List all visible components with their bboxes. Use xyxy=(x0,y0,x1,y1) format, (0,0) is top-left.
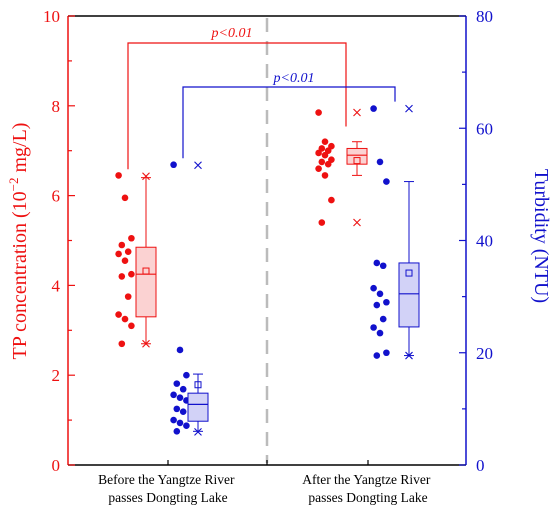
turbidity-group-1 xyxy=(370,104,420,360)
mean-marker xyxy=(353,157,361,165)
right-tick-label: 0 xyxy=(476,456,485,475)
data-point xyxy=(121,194,129,202)
data-point xyxy=(170,416,177,424)
data-point xyxy=(318,219,326,226)
iqr-box xyxy=(135,246,157,318)
data-point xyxy=(118,273,126,280)
left-tick-label: 10 xyxy=(43,7,60,26)
left-tick-label: 6 xyxy=(52,187,61,206)
p-value-label-tp: p<0.01 xyxy=(211,26,253,41)
data-point xyxy=(370,324,377,331)
data-point xyxy=(124,293,132,300)
iqr-box xyxy=(346,147,368,165)
data-point xyxy=(115,250,122,258)
data-point xyxy=(315,109,322,116)
left-axis-title: TP concentration (10−2 mg/L) xyxy=(6,123,31,360)
chart-marks xyxy=(115,104,420,436)
right-axis-title: Turbidity (NTU) xyxy=(530,169,550,303)
significance-bracket-tp xyxy=(127,42,347,170)
max-marker xyxy=(142,172,150,181)
data-point xyxy=(183,422,190,430)
data-point xyxy=(176,346,184,354)
right-tick-label: 80 xyxy=(476,7,493,26)
data-point xyxy=(321,138,329,146)
data-point xyxy=(176,394,184,401)
right-axis-ticks: 0 20 40 60 80 xyxy=(459,7,493,475)
left-tick-label: 2 xyxy=(52,366,61,385)
mean-marker xyxy=(194,381,202,389)
max-marker xyxy=(405,104,413,113)
data-point xyxy=(121,257,129,265)
data-point xyxy=(383,349,390,357)
mean-marker xyxy=(142,267,150,275)
mean-marker xyxy=(405,269,413,277)
data-point xyxy=(118,241,126,249)
max-marker xyxy=(353,108,361,117)
max-marker xyxy=(194,161,202,170)
right-tick-label: 20 xyxy=(476,344,493,363)
data-point xyxy=(373,259,381,267)
data-point xyxy=(379,315,387,323)
data-point xyxy=(370,284,377,292)
category-label-before: Before the Yangtze River passes Dongting… xyxy=(98,472,238,505)
iqr-box xyxy=(187,392,209,422)
turbidity-group-0 xyxy=(170,161,209,436)
data-point xyxy=(383,298,390,306)
left-tick-label: 4 xyxy=(52,276,61,295)
data-point xyxy=(370,105,377,112)
data-point xyxy=(121,315,129,323)
data-point xyxy=(128,270,135,278)
data-point xyxy=(128,234,135,242)
data-point xyxy=(383,178,390,185)
left-tick-label: 0 xyxy=(52,456,61,475)
p-value-label-turbidity: p<0.01 xyxy=(273,71,315,86)
data-point xyxy=(315,165,322,172)
tp-group-1 xyxy=(315,108,368,227)
x-axis-ticks xyxy=(167,460,369,465)
min-marker xyxy=(353,218,361,227)
significance-bracket-turbidity xyxy=(182,86,396,159)
data-point xyxy=(324,160,332,168)
min-marker xyxy=(405,351,413,360)
data-point xyxy=(315,149,322,157)
data-point xyxy=(170,161,177,169)
data-point xyxy=(179,385,187,393)
data-point xyxy=(173,380,181,387)
data-point xyxy=(115,172,122,179)
min-marker xyxy=(142,339,150,348)
data-point xyxy=(373,352,381,359)
data-point xyxy=(373,301,381,309)
data-point xyxy=(376,158,384,166)
data-point xyxy=(128,322,135,330)
tp-group-0 xyxy=(115,172,157,348)
right-tick-label: 60 xyxy=(476,119,493,138)
data-point xyxy=(376,329,384,337)
iqr-box xyxy=(398,262,420,328)
category-label-after: After the Yangtze River passes Dongting … xyxy=(302,472,434,505)
data-point xyxy=(179,408,187,415)
data-point xyxy=(321,151,329,159)
data-point xyxy=(328,196,335,204)
data-point xyxy=(318,158,326,166)
data-point xyxy=(173,405,181,413)
data-point xyxy=(173,428,181,435)
data-point xyxy=(124,248,132,256)
data-point xyxy=(176,419,184,427)
data-point xyxy=(321,172,329,179)
data-point xyxy=(170,391,177,399)
data-point xyxy=(183,371,190,379)
data-point xyxy=(118,340,126,348)
left-axis-ticks: 0 2 4 6 8 10 xyxy=(43,7,75,475)
left-tick-label: 8 xyxy=(52,97,61,116)
right-tick-label: 40 xyxy=(476,232,493,251)
data-point xyxy=(376,290,384,298)
data-point xyxy=(115,311,122,318)
min-marker xyxy=(194,427,202,436)
data-point xyxy=(379,262,387,270)
